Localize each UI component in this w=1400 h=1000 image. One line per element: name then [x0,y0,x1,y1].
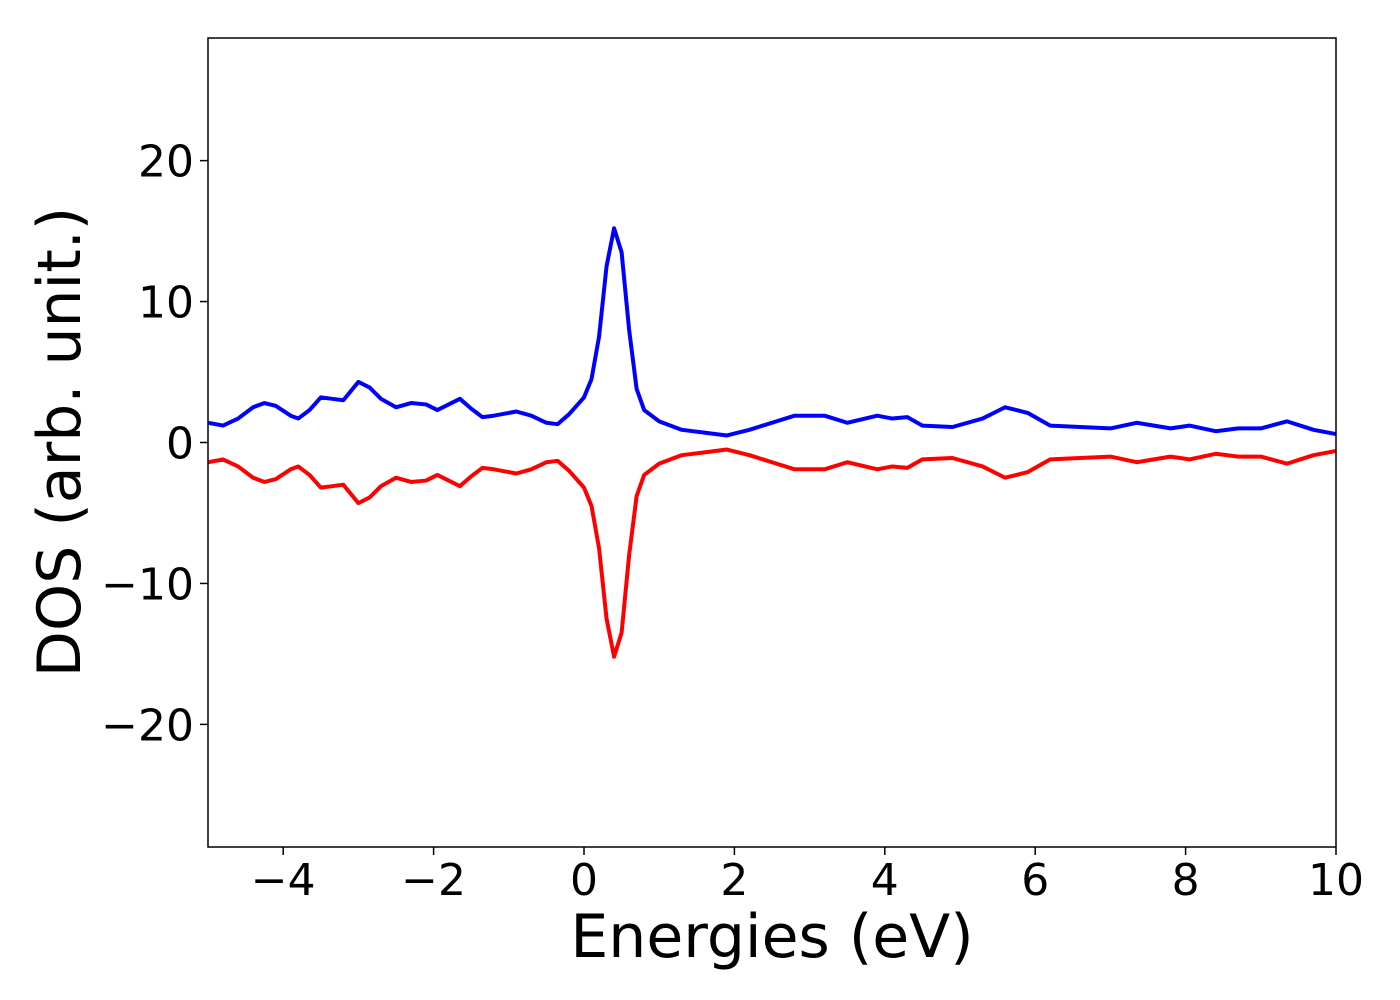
x-tick-label: 8 [1172,855,1200,906]
x-tick-label: 4 [871,855,899,906]
y-tick-label: −20 [101,700,194,751]
x-tick-label: 2 [720,855,748,906]
x-tick-label: −2 [401,855,466,906]
y-tick-label: 20 [138,137,194,188]
x-tick-label: 10 [1308,855,1364,906]
y-tick-label: −10 [101,559,194,610]
series-line [207,226,1337,438]
y-tick-label: 0 [166,419,194,470]
x-axis-label: Energies (eV) [570,902,973,972]
series-line [207,447,1337,659]
y-tick-label: 10 [138,278,194,329]
plot-frame [207,37,1337,848]
x-tick-label: 0 [570,855,598,906]
y-axis-label: DOS (arb. unit.) [25,207,95,677]
x-tick-label: −4 [251,855,316,906]
x-tick-label: 6 [1021,855,1049,906]
